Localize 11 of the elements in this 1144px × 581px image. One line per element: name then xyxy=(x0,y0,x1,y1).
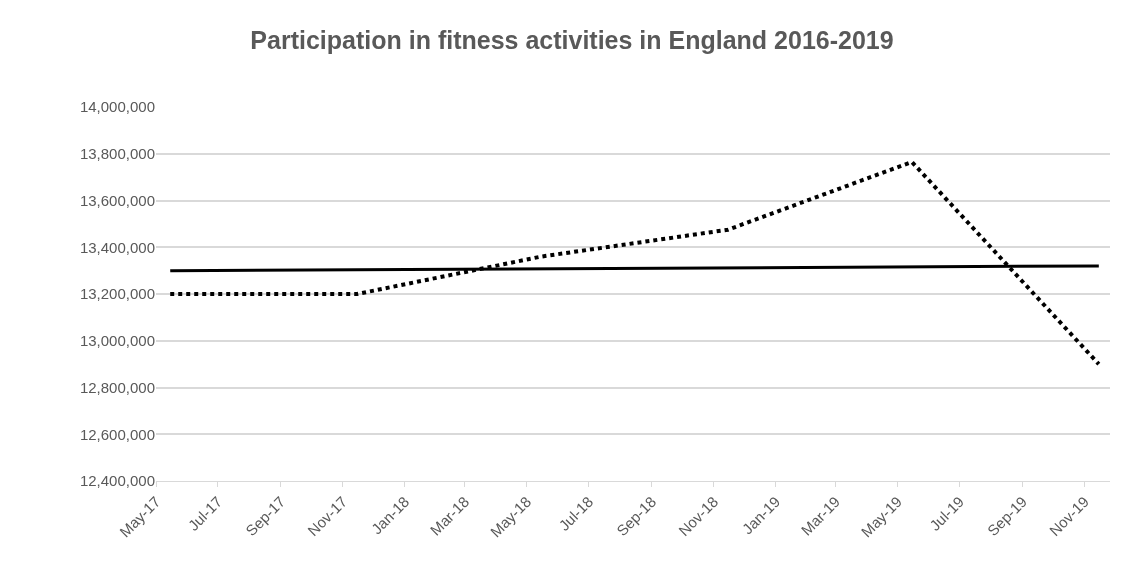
y-tick-label: 12,800,000 xyxy=(79,378,155,396)
y-tick-label: 14,000,000 xyxy=(79,98,155,116)
y-tick-label: 13,200,000 xyxy=(79,285,155,303)
chart-title: Participation in fitness activities in England 2016-2019 xyxy=(250,26,894,55)
y-tick-label: 13,800,000 xyxy=(79,145,155,162)
line-series xyxy=(168,159,1101,367)
y-tick-label: 12,600,000 xyxy=(79,425,155,443)
y-tick-label: 12,400,000 xyxy=(79,472,155,490)
y-tick-label: 13,400,000 xyxy=(79,238,155,256)
y-tick-label: 13,600,000 xyxy=(79,191,155,209)
y-tick-label: 13,000,000 xyxy=(79,332,155,349)
